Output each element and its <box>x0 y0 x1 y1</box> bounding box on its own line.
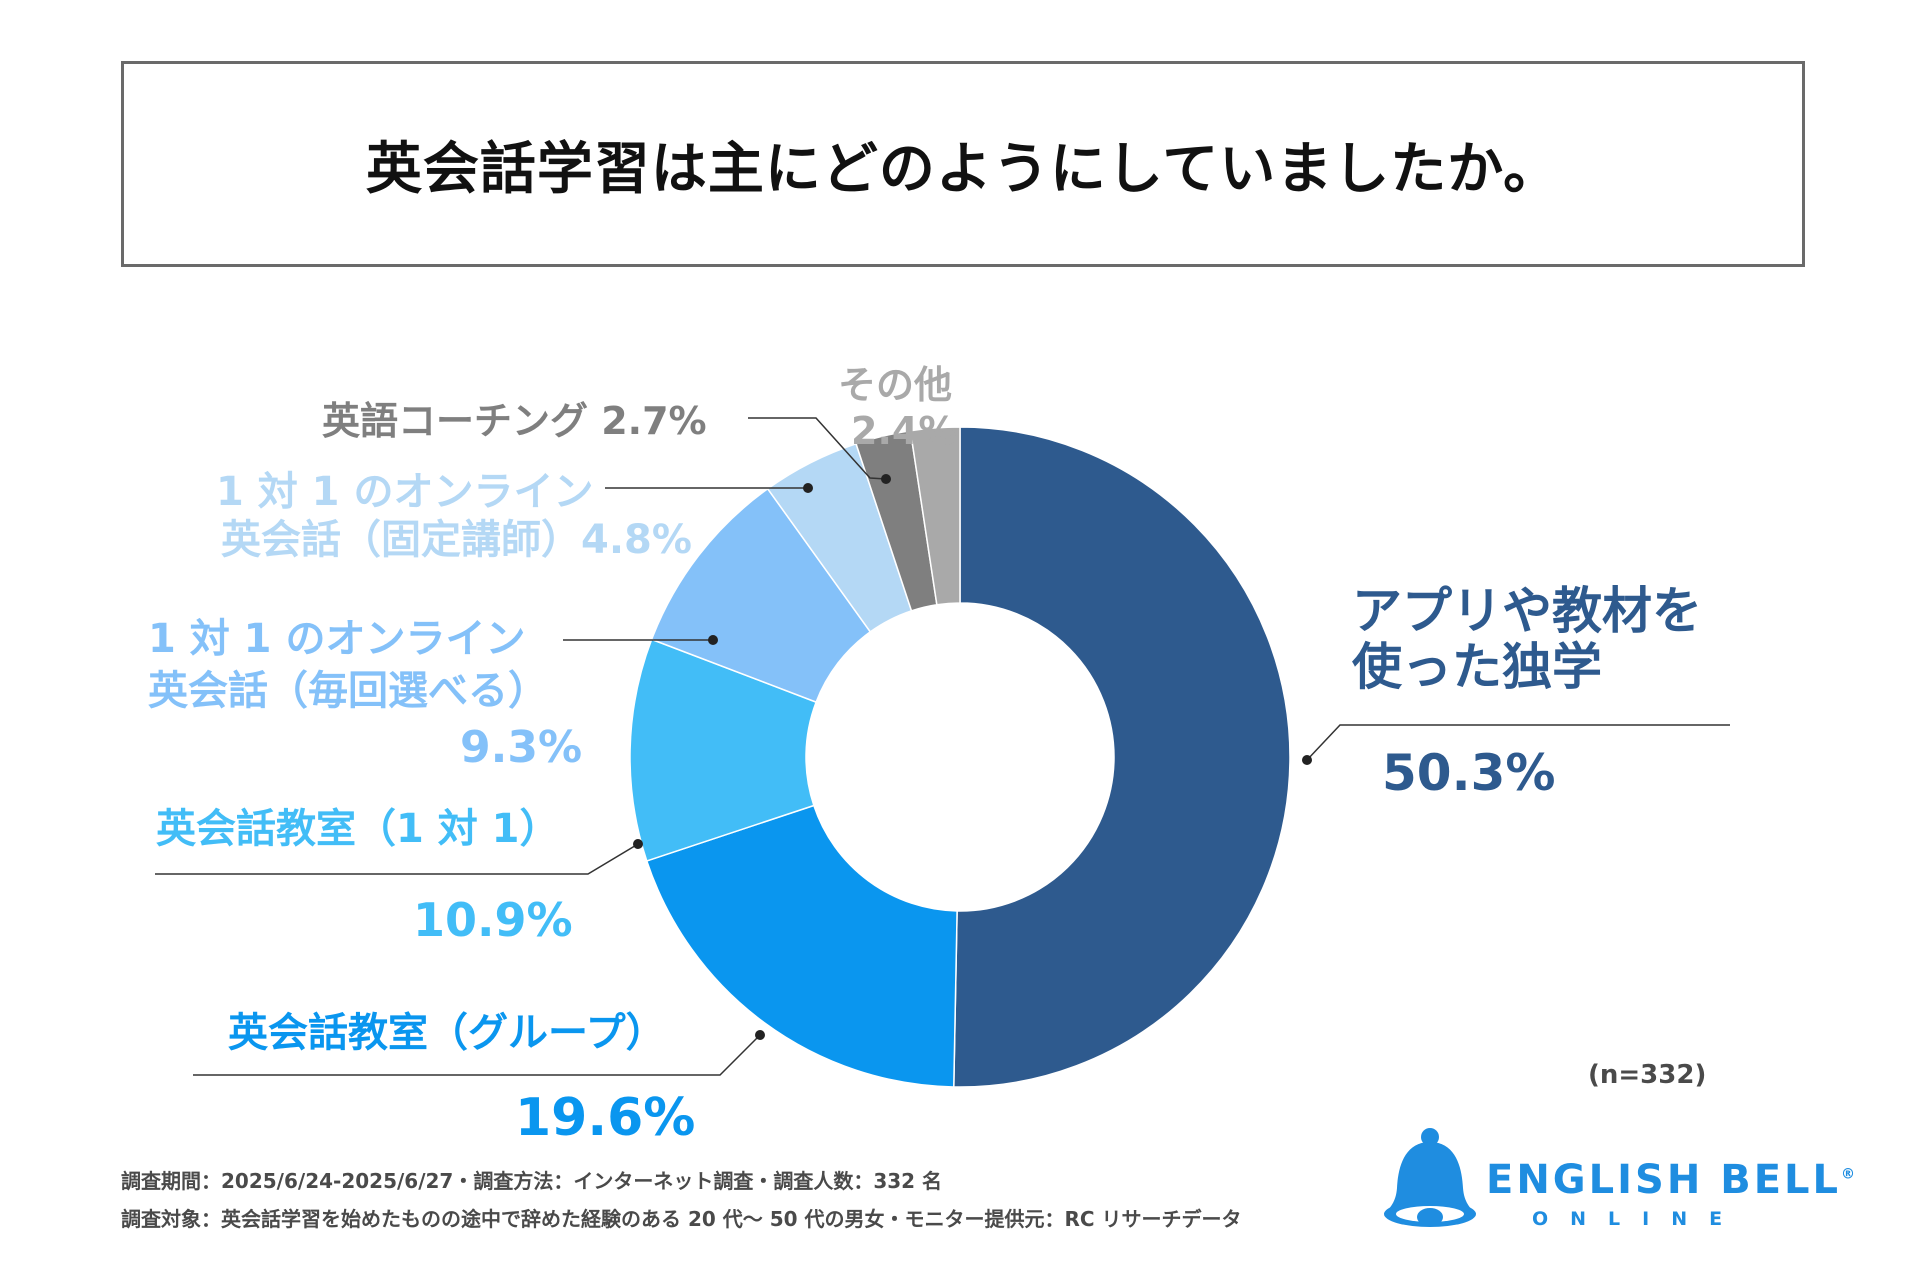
slice-label-4-line-1: 英会話（固定講師）4.8% <box>221 517 692 563</box>
slice-label-3-line-1: 英会話（毎回選べる） <box>148 668 548 714</box>
leader-dot-2 <box>633 839 643 849</box>
slice-label-3-line-0: 1 対 1 のオンライン <box>148 616 525 662</box>
leader-dot-3 <box>708 635 718 645</box>
leader-dot-5 <box>881 474 891 484</box>
donut-slices <box>629 426 1291 1088</box>
footer-survey-period: 調査期間：2025/6/24-2025/6/27・調査方法：インターネット調査・… <box>121 1169 943 1193</box>
leader-dot-1 <box>755 1030 765 1040</box>
logo-sub: ONLINE <box>1532 1208 1745 1230</box>
chart-title: 英会話学習は主にどのようにしていましたか。 <box>365 136 1561 202</box>
slice-6 <box>909 426 961 606</box>
slice-label-5-line-0: 英語コーチング 2.7% <box>322 399 707 443</box>
slice-value-3: 9.3% <box>460 722 582 773</box>
title-box: 英会話学習は主にどのようにしていましたか。 <box>121 61 1805 267</box>
slice-label-4-line-0: 1 対 1 のオンライン <box>216 469 593 515</box>
slice-1 <box>645 804 958 1088</box>
slice-value-6: 2.4% <box>851 409 956 453</box>
footer-survey-target: 調査対象：英会話学習を始めたものの途中で辞めた経験のある 20 代〜 50 代の… <box>121 1207 1242 1231</box>
leader-line-0 <box>1306 724 1730 761</box>
leader-dot-4 <box>803 483 813 493</box>
leader-dot-0 <box>1302 755 1312 765</box>
logo-name: ENGLISH BELL® <box>1486 1157 1856 1203</box>
slice-value-2: 10.9% <box>413 893 573 947</box>
bell-icon <box>1384 1128 1476 1227</box>
slice-0 <box>953 426 1291 1088</box>
leader-lines <box>155 417 1730 1076</box>
slice-label-6-line-0: その他 <box>838 363 952 407</box>
slice-label-0-line-0: アプリや教材を <box>1352 582 1702 640</box>
slice-value-0: 50.3% <box>1382 744 1555 802</box>
slice-label-2-line-0: 英会話教室（1 対 1） <box>156 806 560 852</box>
sample-size-label: (n=332) <box>1588 1060 1707 1090</box>
slice-label-1-line-0: 英会話教室（グループ） <box>228 1010 666 1056</box>
leader-line-1 <box>193 1034 761 1076</box>
leader-line-2 <box>155 843 639 875</box>
slice-label-0-line-1: 使った独学 <box>1352 638 1602 696</box>
leader-line-5 <box>748 417 887 480</box>
slice-value-1: 19.6% <box>515 1088 695 1148</box>
